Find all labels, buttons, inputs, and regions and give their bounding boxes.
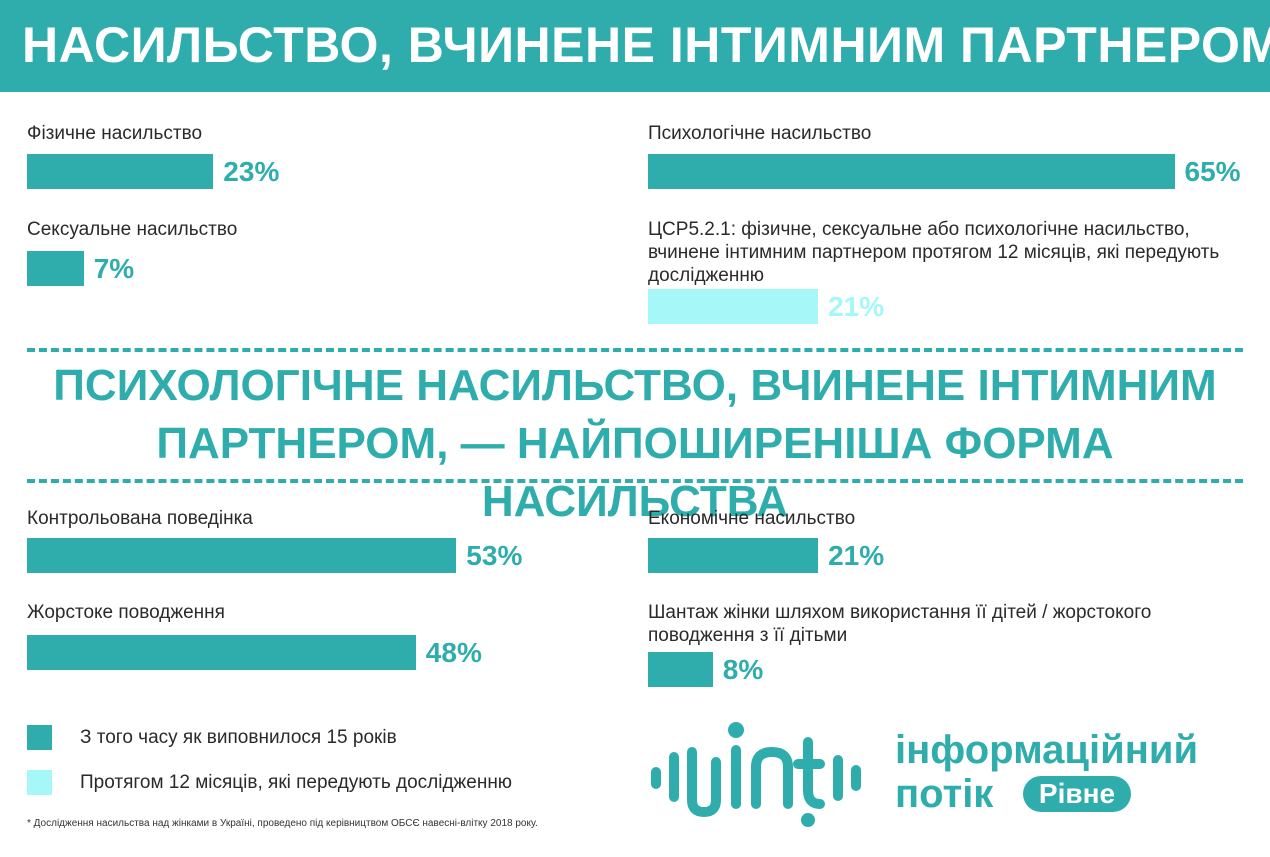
bar-physical (27, 154, 214, 189)
bar-sexual (27, 251, 84, 286)
bar-value-blackmail: 8% (722, 654, 764, 685)
bar-label-blackmail: Шантаж жінки шляхом використання її діте… (648, 602, 1152, 646)
bar-value-abuse: 48% (425, 637, 482, 668)
legend-label-last12: Протягом 12 місяців, які передують дослі… (80, 772, 513, 793)
headline-line2: ПАРТНЕРОМ, — НАЙПОШИРЕНІША ФОРМА НАСИЛЬС… (156, 419, 1114, 526)
bar-controlling (27, 538, 457, 573)
logo-badge: Рівне (1023, 776, 1131, 812)
bar-blackmail (648, 652, 713, 687)
bar-value-physical: 23% (223, 156, 280, 187)
soundwave-logo-icon (651, 722, 861, 827)
bar-label-sexual: Сексуальне насильство (27, 219, 238, 240)
bar-label-physical: Фізичне насильство (27, 123, 203, 144)
legend-swatch-last12 (27, 770, 52, 795)
bar-value-sdg: 21% (828, 291, 885, 322)
bar-label-economic: Економічне насильство (648, 508, 856, 529)
headline-line1: ПСИХОЛОГІЧНЕ НАСИЛЬСТВО, ВЧИНЕНЕ ІНТИМНИ… (53, 361, 1217, 410)
bar-label-abuse: Жорстоке поводження (27, 602, 225, 623)
bar-value-economic: 21% (828, 540, 885, 571)
legend-label-since15: З того часу як виповнилося 15 років (80, 727, 397, 748)
section-headline: ПСИХОЛОГІЧНЕ НАСИЛЬСТВО, ВЧИНЕНЕ ІНТИМНИ… (0, 357, 1270, 531)
page-title: НАСИЛЬСТВО, ВЧИНЕНЕ ІНТИМНИМ ПАРТНЕРОМ (22, 17, 1270, 73)
bar-abuse (27, 635, 416, 670)
bar-economic (648, 538, 819, 573)
bar-label-psychological: Психологічне насильство (648, 123, 872, 144)
bar-value-controlling: 53% (466, 540, 523, 571)
header: НАСИЛЬСТВО, ВЧИНЕНЕ ІНТИМНИМ ПАРТНЕРОМ (0, 0, 1270, 92)
logo-text-line1: інформаційний (895, 728, 1199, 772)
logo-text-line2: потік (895, 772, 994, 816)
footnote: * Дослідження насильства над жінками в У… (27, 818, 538, 829)
bar-value-psychological: 65% (1184, 156, 1241, 187)
bar-value-sexual: 7% (93, 253, 135, 284)
bar-label-controlling: Контрольована поведінка (27, 508, 253, 529)
bar-label-sdg: ЦСР5.2.1: фізичне, сексуальне або психол… (648, 219, 1220, 286)
bar-psychological (648, 154, 1175, 189)
divider-top (27, 348, 1243, 352)
legend-swatch-since15 (27, 725, 52, 750)
divider-bottom (27, 479, 1243, 483)
bar-sdg (648, 289, 819, 324)
